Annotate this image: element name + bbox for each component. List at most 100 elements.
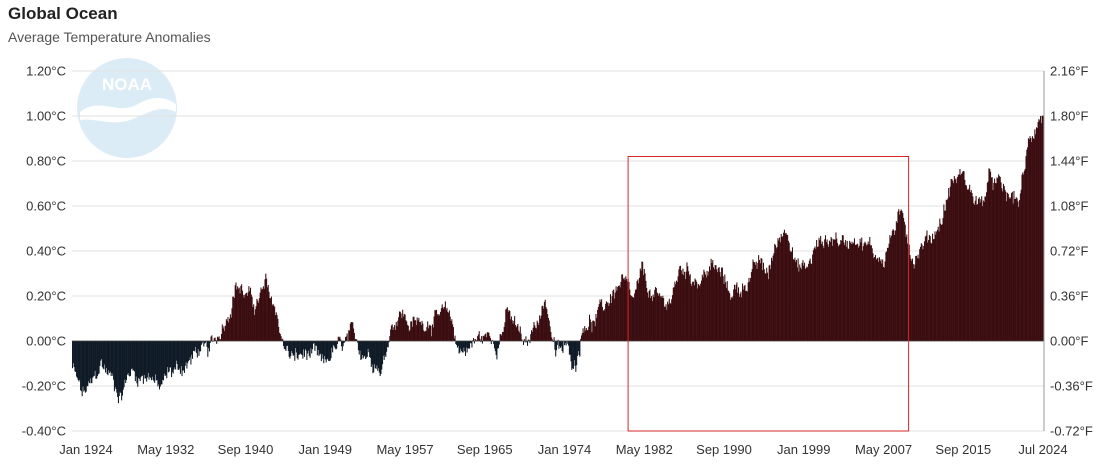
anomaly-bar	[726, 281, 728, 341]
chart-title: Global Ocean	[8, 4, 118, 23]
anomaly-bar	[660, 296, 662, 341]
anomaly-bar	[120, 341, 122, 394]
anomaly-bar	[701, 274, 703, 341]
anomaly-bar	[343, 341, 345, 344]
anomaly-bar	[580, 335, 583, 341]
anomaly-bar	[332, 341, 334, 345]
anomaly-bar	[983, 202, 985, 341]
anomaly-bar	[584, 330, 587, 341]
anomaly-bar	[766, 267, 768, 341]
anomaly-bar	[1022, 172, 1024, 341]
anomaly-bar	[931, 243, 933, 341]
anomaly-bar	[367, 341, 369, 349]
anomaly-bar	[799, 267, 802, 341]
anomaly-bar	[857, 247, 860, 341]
anomaly-bar	[388, 341, 390, 343]
anomaly-bar	[239, 293, 241, 341]
anomaly-bar	[545, 307, 547, 341]
anomaly-bar	[227, 317, 229, 341]
anomaly-bar	[152, 341, 154, 380]
anomaly-bar	[237, 288, 239, 341]
anomaly-bar	[384, 341, 386, 356]
anomaly-bar	[614, 292, 616, 341]
anomaly-bar	[185, 341, 187, 363]
anomaly-bar	[703, 269, 705, 341]
anomaly-bar	[125, 341, 128, 381]
anomaly-bar	[679, 266, 681, 341]
anomaly-bar	[528, 339, 530, 341]
anomaly-bar	[96, 341, 98, 379]
y-tick-label-right: 0.72°F	[1050, 244, 1089, 259]
anomaly-bar	[311, 341, 313, 354]
y-tick-label-right: 1.80°F	[1050, 109, 1089, 124]
anomaly-bar	[345, 336, 347, 341]
anomaly-bar	[171, 341, 173, 378]
anomaly-bar	[995, 183, 997, 341]
anomaly-bar	[475, 339, 477, 341]
anomaly-bar	[547, 314, 549, 341]
anomaly-bar	[976, 204, 978, 341]
anomaly-bar	[587, 330, 589, 341]
anomaly-bar	[228, 322, 230, 341]
anomaly-bar	[208, 341, 210, 352]
anomaly-bar	[882, 259, 884, 341]
anomaly-bar	[232, 296, 234, 341]
anomaly-bar	[376, 341, 378, 366]
anomaly-bar	[732, 296, 734, 341]
anomaly-bar	[444, 301, 446, 341]
anomaly-bar	[787, 240, 789, 341]
anomaly-bar	[658, 295, 660, 341]
anomaly-bar	[291, 341, 293, 354]
anomaly-bar	[818, 237, 820, 341]
anomaly-bar	[405, 320, 407, 341]
anomaly-bar	[140, 341, 142, 378]
anomaly-bar	[96, 341, 99, 377]
anomaly-bar	[964, 179, 966, 341]
anomaly-bar	[864, 241, 866, 341]
anomaly-bar	[666, 309, 668, 341]
anomaly-bar	[981, 206, 984, 341]
anomaly-bar	[998, 176, 1000, 341]
anomaly-bar	[1041, 115, 1043, 342]
anomaly-bar	[770, 269, 772, 341]
anomaly-bar	[162, 341, 164, 380]
anomaly-bar	[999, 176, 1001, 341]
anomaly-bar	[708, 266, 711, 341]
anomaly-bar	[928, 235, 930, 341]
anomaly-bar	[843, 242, 845, 341]
anomaly-bar	[369, 341, 372, 358]
anomaly-bar	[431, 336, 433, 341]
anomaly-bar	[299, 341, 301, 354]
anomaly-bar	[358, 341, 360, 355]
anomaly-bar	[436, 314, 438, 341]
anomaly-bar	[110, 341, 112, 376]
anomaly-bar	[329, 341, 331, 361]
anomaly-bar	[385, 341, 387, 357]
x-tick-label: Jan 1924	[59, 442, 113, 457]
anomaly-bar	[392, 329, 394, 341]
anomaly-bar	[601, 299, 603, 341]
anomaly-bar	[243, 297, 245, 341]
anomaly-bar	[297, 341, 299, 360]
anomaly-bar	[357, 341, 359, 343]
y-tick-label-left: 1.20°C	[26, 64, 66, 79]
anomaly-bar	[274, 315, 276, 341]
anomaly-bar	[874, 256, 876, 341]
anomaly-bar	[543, 301, 545, 341]
anomaly-bar	[338, 337, 340, 341]
anomaly-bar	[866, 244, 868, 341]
anomaly-bar	[808, 260, 810, 341]
anomaly-bar	[986, 192, 988, 341]
anomaly-bar	[609, 294, 611, 341]
anomaly-bar	[597, 306, 599, 341]
anomaly-bar	[268, 291, 270, 341]
anomaly-bar	[1012, 203, 1014, 341]
anomaly-bar	[121, 341, 123, 401]
anomaly-bar	[306, 341, 308, 360]
anomaly-bar	[433, 316, 435, 341]
anomaly-bar	[722, 276, 724, 341]
anomaly-bar	[514, 325, 516, 341]
anomaly-bar	[255, 306, 257, 341]
anomaly-bar	[998, 174, 1000, 341]
anomaly-bar	[293, 341, 295, 355]
